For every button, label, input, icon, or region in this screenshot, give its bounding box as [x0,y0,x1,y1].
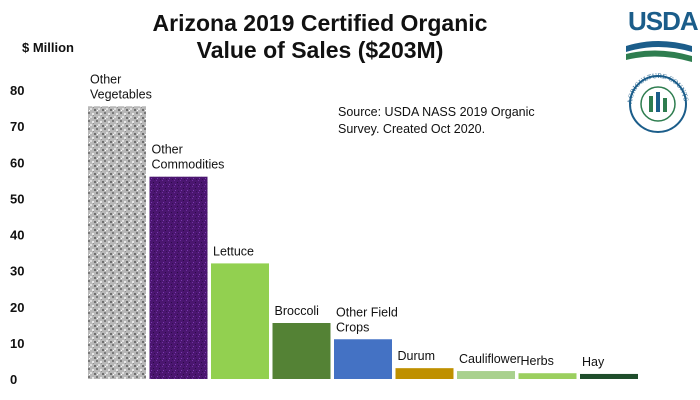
bar-cauliflower [457,371,515,379]
y-tick-label: 10 [10,336,24,351]
y-tick-label: 80 [10,83,24,98]
bar-other-field-crops [334,339,392,379]
bar-label: Other [90,72,121,86]
bar-hay [580,373,638,379]
bar-broccoli [272,323,331,379]
y-axis-ticks: 0 10 20 30 40 50 60 70 80 [10,83,24,387]
source-annotation-line2: Survey. Created Oct 2020. [338,122,486,136]
bar-label: Crops [336,320,369,334]
bar-labels: OtherVegetablesOtherCommoditiesLettuceBr… [90,72,605,369]
y-tick-label: 20 [10,300,24,315]
bar-label: Vegetables [90,87,152,101]
bar-other-vegetables [88,106,146,379]
y-tick-label: 60 [10,155,24,170]
y-tick-label: 40 [10,228,24,243]
y-axis-label: $ Million [22,40,74,55]
y-tick-label: 0 [10,372,17,387]
y-tick-label: 50 [10,191,24,206]
bar-label: Lettuce [213,244,254,258]
bar-label: Other [152,143,183,157]
bar-durum [395,368,454,379]
usda-logo-text: USDA [628,6,699,36]
y-tick-label: 70 [10,119,24,134]
bar-label: Durum [398,349,436,363]
bar-label: Herbs [521,354,554,368]
y-tick-label: 30 [10,264,24,279]
bar-label: Cauliflower [459,352,521,366]
bar-label: Other Field [336,305,398,319]
bar-label: Hay [582,355,605,369]
bars [88,106,638,379]
source-annotation-line1: Source: USDA NASS 2019 Organic [338,105,535,119]
bar-herbs [518,373,577,379]
bar-lettuce [211,263,269,379]
chart-title-line2: Value of Sales ($203M) [196,37,444,63]
chart-title-line1: Arizona 2019 Certified Organic [152,10,488,36]
bar-label: Commodities [152,158,225,172]
usda-logo-icon: AGRICULTURE COUNTS [626,41,692,133]
source-annotation: Source: USDA NASS 2019 Organic Survey. C… [338,104,568,138]
bar-label: Broccoli [275,304,319,318]
bar-other-commodities [149,176,208,379]
